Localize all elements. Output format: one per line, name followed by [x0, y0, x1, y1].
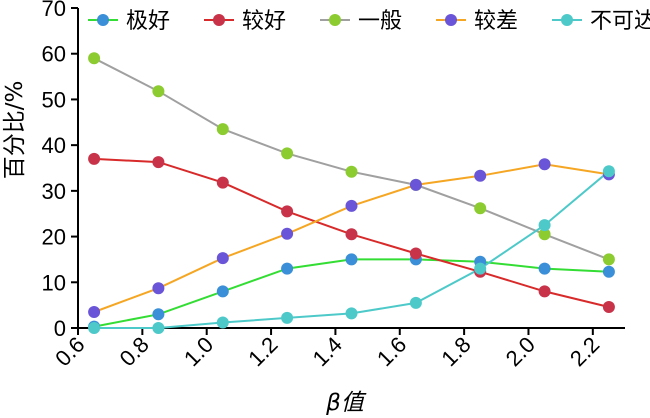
y-tick-label: 0: [54, 316, 66, 341]
data-point: [602, 301, 615, 313]
data-point: [602, 165, 615, 178]
legend-marker: [561, 14, 573, 26]
data-point: [152, 85, 165, 98]
y-tick-label: 60: [42, 42, 66, 67]
data-point: [538, 228, 551, 241]
legend-marker: [329, 14, 341, 26]
data-point: [345, 307, 358, 320]
data-point: [538, 285, 551, 298]
data-point: [538, 262, 551, 275]
data-point: [152, 308, 165, 321]
legend-label: 较好: [242, 9, 286, 34]
legend-item: 较好: [204, 9, 286, 34]
data-point: [281, 262, 294, 275]
legend-marker: [213, 14, 225, 26]
data-point: [474, 262, 487, 275]
data-point: [88, 306, 101, 318]
x-tick-label: 1.4: [308, 332, 347, 371]
data-point: [409, 247, 422, 260]
legend-label: 较差: [474, 9, 518, 34]
data-point: [281, 147, 294, 160]
data-point: [474, 202, 487, 215]
data-point: [602, 253, 615, 266]
x-tick-label: 1.8: [436, 332, 475, 371]
data-point: [88, 152, 101, 165]
legend-item: 不可达: [552, 9, 650, 34]
data-point: [281, 311, 294, 324]
legend-label: 一般: [358, 9, 402, 34]
x-tick-label: 1.0: [179, 332, 218, 371]
data-point: [409, 178, 422, 191]
legend-item: 极好: [88, 9, 170, 34]
y-tick-label: 50: [42, 87, 66, 112]
data-point: [345, 228, 358, 241]
y-tick-label: 20: [42, 225, 66, 250]
series-line-5: [94, 170, 610, 329]
series-lines: [93, 57, 610, 329]
x-tick-label: 0.8: [115, 332, 154, 371]
legend-label: 不可达: [590, 9, 650, 34]
legend: 极好 较好 一般 较差 不可达: [88, 9, 650, 34]
legend-label: 极好: [126, 9, 170, 34]
y-axis-title: 百分比/%: [2, 81, 28, 180]
data-point: [281, 205, 294, 218]
data-point: [345, 165, 358, 178]
x-axis-title: β值: [325, 390, 367, 416]
x-tick-label: 1.6: [372, 332, 411, 371]
data-point: [216, 285, 229, 298]
data-point: [152, 322, 165, 334]
series-markers: [88, 52, 615, 334]
x-tick-label: 1.2: [243, 332, 282, 371]
legend-item: 一般: [320, 9, 402, 34]
legend-marker: [445, 14, 457, 26]
y-tick-label: 70: [42, 0, 66, 21]
data-point: [345, 253, 358, 266]
y-tick-label: 10: [42, 270, 66, 295]
data-point: [602, 265, 615, 278]
data-point: [216, 176, 229, 189]
data-point: [538, 219, 551, 232]
data-point: [474, 169, 487, 182]
data-point: [345, 199, 358, 212]
data-point: [281, 227, 294, 240]
data-point: [216, 252, 229, 265]
data-point: [152, 282, 165, 295]
x-tick-label: 2.0: [501, 332, 540, 371]
data-point: [216, 316, 229, 329]
legend-item: 较差: [436, 9, 518, 34]
y-tick-label: 30: [42, 179, 66, 204]
data-point: [152, 156, 165, 169]
data-point: [409, 296, 422, 309]
data-point: [88, 322, 101, 334]
legend-marker: [97, 14, 109, 26]
data-point: [538, 158, 551, 171]
data-point: [216, 123, 229, 136]
x-tick-label: 2.2: [565, 332, 604, 371]
y-tick-label: 40: [42, 133, 66, 158]
data-point: [88, 52, 101, 65]
